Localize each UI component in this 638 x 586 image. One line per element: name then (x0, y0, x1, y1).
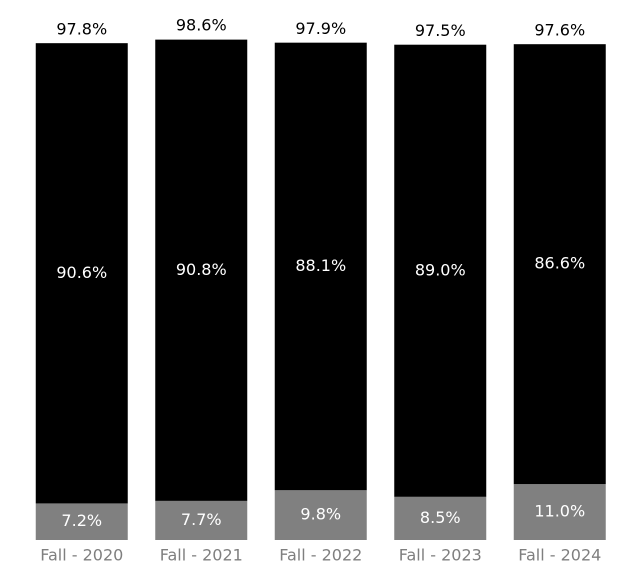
bar-segment (513, 484, 606, 540)
value-label: 7.7% (181, 510, 222, 529)
bar-segment (274, 42, 367, 491)
bar-segment (394, 496, 487, 540)
value-label: 11.0% (534, 502, 585, 521)
value-label: 89.0% (415, 260, 466, 279)
total-label: 98.6% (176, 16, 227, 35)
bar-segment (394, 44, 487, 497)
x-tick-label: Fall - 2024 (518, 546, 601, 565)
x-tick-label: Fall - 2023 (399, 546, 482, 565)
x-tick-label: Fall - 2021 (160, 546, 243, 565)
bar-segment (155, 500, 248, 540)
bar-segment (155, 39, 248, 501)
bar-segment (513, 44, 606, 485)
value-label: 9.8% (300, 505, 341, 524)
total-label: 97.5% (415, 21, 466, 40)
total-label: 97.9% (295, 19, 346, 38)
bar-segment (35, 503, 128, 540)
value-label: 8.5% (420, 508, 461, 527)
value-label: 90.6% (56, 263, 107, 282)
value-label: 90.8% (176, 260, 227, 279)
total-label: 97.6% (534, 21, 585, 40)
x-tick-label: Fall - 2020 (40, 546, 123, 565)
bar-segment (274, 490, 367, 540)
x-tick-label: Fall - 2022 (279, 546, 362, 565)
bar-segment (35, 43, 128, 504)
value-label: 86.6% (534, 254, 585, 273)
total-label: 97.8% (56, 20, 107, 39)
value-label: 7.2% (61, 511, 102, 530)
value-label: 88.1% (295, 256, 346, 275)
